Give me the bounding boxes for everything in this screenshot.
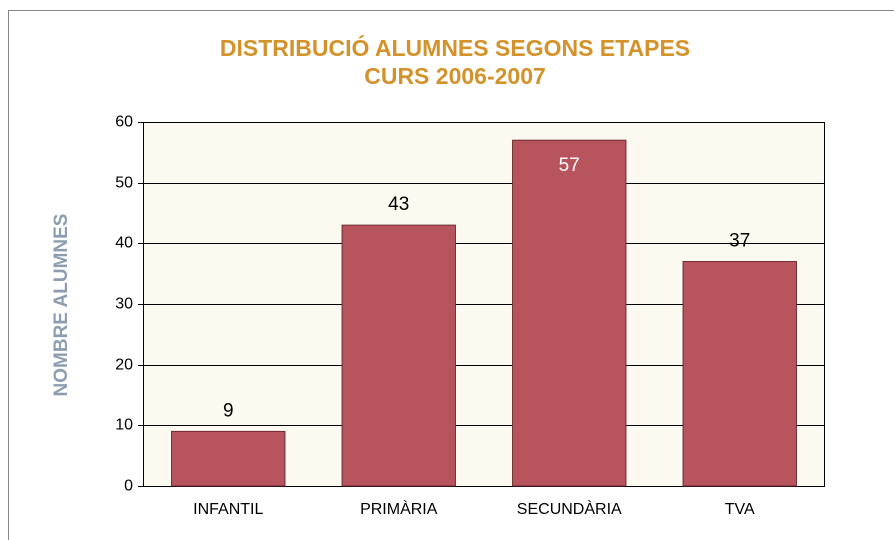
y-tick-label: 60	[115, 114, 133, 131]
x-tick-label: PRIMÀRIA	[360, 499, 438, 518]
bar	[682, 261, 797, 487]
bar	[171, 430, 286, 487]
chart-subtitle: CURS 2006-2007	[364, 63, 546, 89]
y-axis-label: NOMBRE ALUMNES	[51, 214, 72, 397]
x-tick-label: TVA	[725, 501, 755, 518]
bar	[512, 139, 627, 487]
x-tick-label: INFANTIL	[193, 501, 263, 518]
y-tick-label: 10	[115, 417, 133, 434]
y-tick-label: 20	[115, 357, 133, 374]
y-tick-label: 30	[115, 296, 133, 313]
data-label: 57	[559, 155, 580, 176]
data-label: 9	[223, 400, 234, 421]
y-tick-label: 0	[124, 478, 133, 495]
y-tick-label: 50	[115, 175, 133, 192]
chart-title: DISTRIBUCIÓ ALUMNES SEGONS ETAPES	[220, 34, 690, 61]
data-label: 37	[729, 231, 750, 252]
x-tick-label: SECUNDÀRIA	[517, 499, 622, 518]
bar	[341, 224, 456, 487]
data-label: 43	[388, 194, 409, 215]
y-tick-label: 40	[115, 235, 133, 252]
